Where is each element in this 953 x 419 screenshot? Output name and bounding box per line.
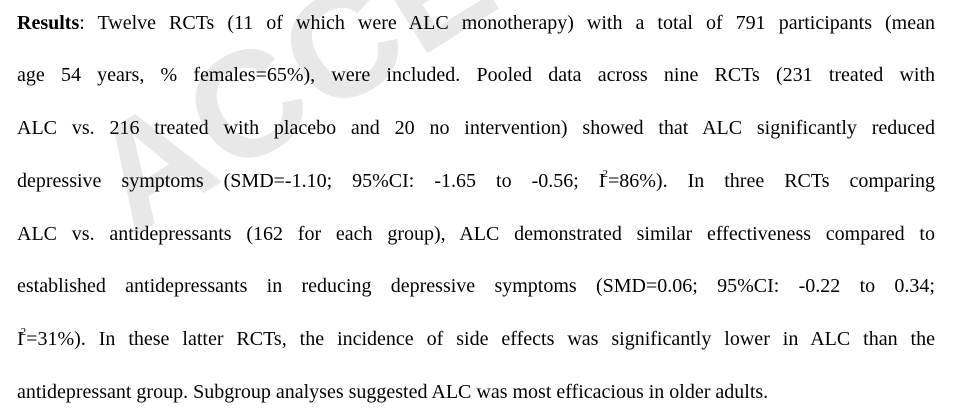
text-line: I2=31%). In these latter RCTs, the incid… <box>17 326 935 350</box>
results-heading: Results <box>17 12 80 34</box>
superscript: 2 <box>20 326 27 339</box>
text-line: ALC vs. antidepressants (162 for each gr… <box>17 223 935 245</box>
text-line: antidepressant group. Subgroup analyses … <box>17 381 769 403</box>
text-line: age 54 years, % females=65%), were inclu… <box>17 64 935 86</box>
text-line: depressive symptoms (SMD=-1.10; 95%CI: -… <box>17 168 936 192</box>
superscript: 2 <box>602 168 608 181</box>
text-line: established antidepressants in reducing … <box>17 275 935 297</box>
text-line: Results: Twelve RCTs (11 of which were A… <box>17 12 935 34</box>
text-line: ALC vs. 216 treated with placebo and 20 … <box>17 117 935 139</box>
